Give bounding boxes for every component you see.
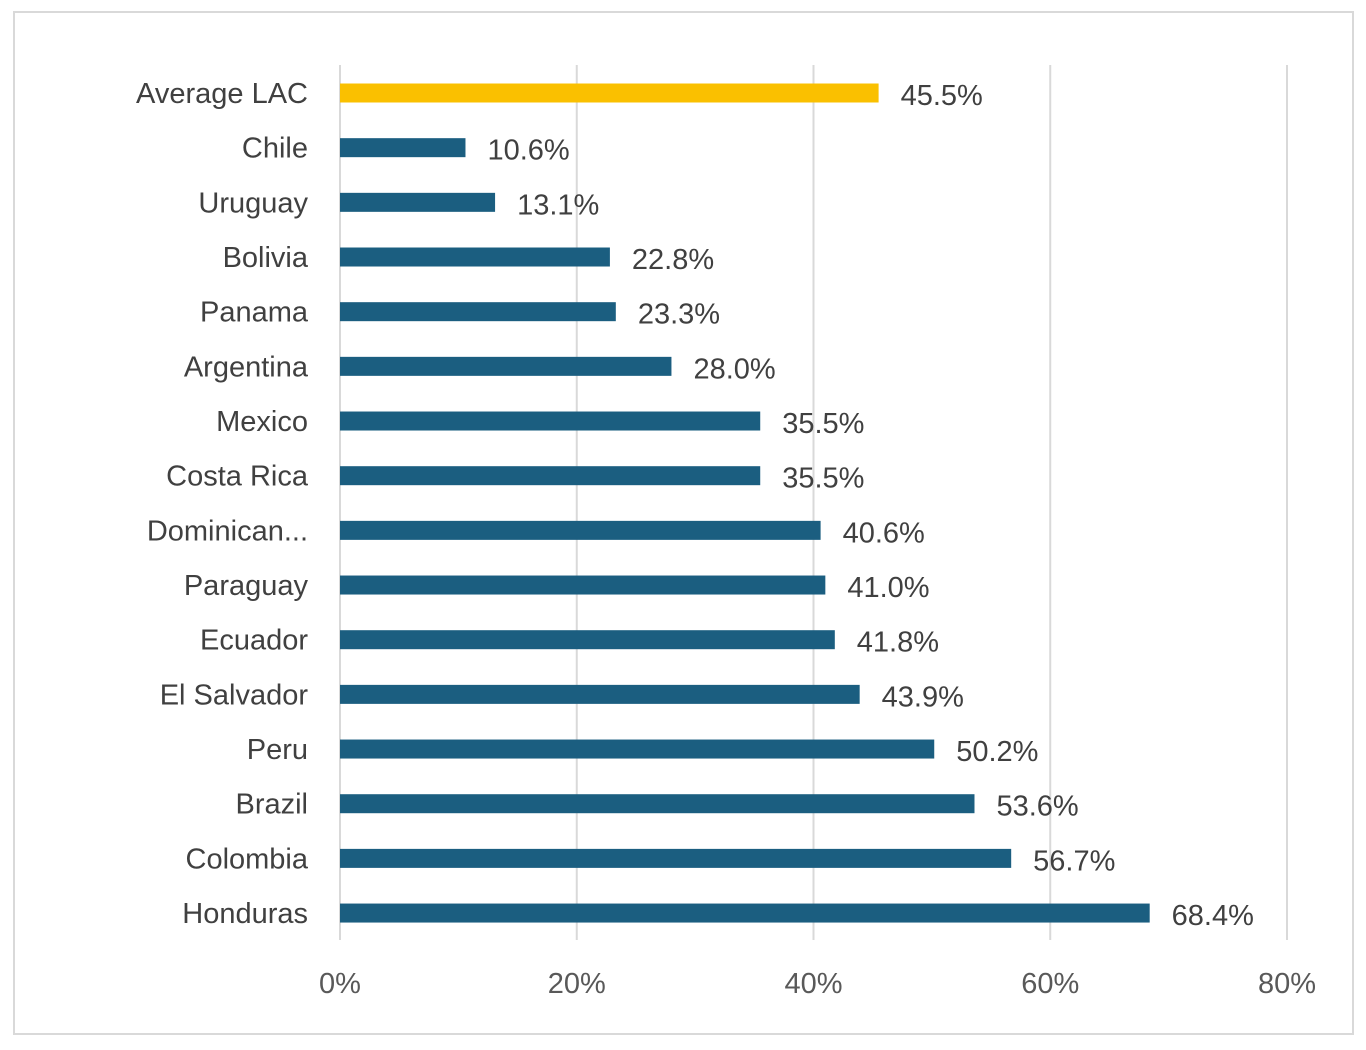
bar-brazil	[340, 794, 975, 814]
gridlines	[339, 65, 1288, 940]
value-label-dominican: 40.6%	[843, 517, 925, 549]
value-label-uruguay: 13.1%	[517, 189, 599, 221]
category-label-costa-rica: Costa Rica	[166, 461, 309, 493]
category-labels: Average LAC Chile Uruguay Bolivia Panama Arge…	[136, 78, 309, 930]
bar-paraguay	[340, 575, 826, 595]
value-label-panama: 23.3%	[638, 299, 720, 331]
value-label-brazil: 53.6%	[996, 791, 1078, 823]
value-label-ecuador: 41.8%	[857, 627, 939, 659]
value-label-peru: 50.2%	[956, 736, 1038, 768]
value-label-el-salvador: 43.9%	[882, 681, 964, 713]
category-label-uruguay: Uruguay	[198, 187, 308, 219]
bar-average-lac	[340, 83, 879, 103]
bar-mexico	[340, 411, 761, 431]
bar-costa-rica	[340, 466, 761, 486]
category-label-bolivia: Bolivia	[223, 242, 309, 274]
value-labels: 45.5%10.6%13.1%22.8%23.3%28.0%35.5%35.5%…	[487, 80, 1253, 932]
category-label-average-lac: Average LAC	[136, 78, 308, 110]
value-label-argentina: 28.0%	[693, 353, 775, 385]
bar-dominican	[340, 520, 821, 540]
x-axis-tick-labels: 0% 20% 40% 60% 80%	[319, 968, 1316, 1000]
bar-argentina	[340, 356, 672, 376]
bar-ecuador	[340, 630, 835, 650]
value-label-costa-rica: 35.5%	[782, 463, 864, 495]
category-label-brazil: Brazil	[235, 789, 308, 821]
category-label-panama: Panama	[200, 297, 309, 329]
value-label-paraguay: 41.0%	[847, 572, 929, 604]
category-label-el-salvador: El Salvador	[160, 679, 309, 711]
bar-panama	[340, 302, 616, 322]
value-label-chile: 10.6%	[487, 135, 569, 167]
category-label-colombia: Colombia	[186, 843, 309, 875]
category-label-dominican: Dominican...	[147, 515, 308, 547]
x-tick-label-80pct: 80%	[1258, 968, 1316, 1000]
bar-uruguay	[340, 192, 496, 212]
bar-peru	[340, 739, 935, 759]
category-label-peru: Peru	[247, 734, 308, 766]
bar-colombia	[340, 848, 1012, 868]
value-label-colombia: 56.7%	[1033, 845, 1115, 877]
category-label-chile: Chile	[242, 133, 308, 165]
value-label-bolivia: 22.8%	[632, 244, 714, 276]
x-tick-label-20pct: 20%	[548, 968, 606, 1000]
bars	[340, 83, 1150, 923]
x-tick-label-0pct: 0%	[319, 968, 361, 1000]
bar-chile	[340, 138, 466, 158]
x-tick-label-40pct: 40%	[784, 968, 842, 1000]
category-label-argentina: Argentina	[184, 351, 309, 383]
category-label-ecuador: Ecuador	[200, 625, 308, 657]
value-label-average-lac: 45.5%	[901, 80, 983, 112]
category-label-mexico: Mexico	[216, 406, 308, 438]
category-label-honduras: Honduras	[182, 898, 308, 930]
value-label-mexico: 35.5%	[782, 408, 864, 440]
x-tick-label-60pct: 60%	[1021, 968, 1079, 1000]
bar-el-salvador	[340, 684, 860, 704]
value-label-honduras: 68.4%	[1172, 900, 1254, 932]
bar-bolivia	[340, 247, 610, 267]
category-label-paraguay: Paraguay	[184, 570, 309, 602]
bar-honduras	[340, 903, 1150, 923]
chart-frame: Average LAC Chile Uruguay Bolivia Panama Arge…	[13, 11, 1354, 1035]
bar-chart: Average LAC Chile Uruguay Bolivia Panama Arge…	[136, 65, 1316, 1000]
